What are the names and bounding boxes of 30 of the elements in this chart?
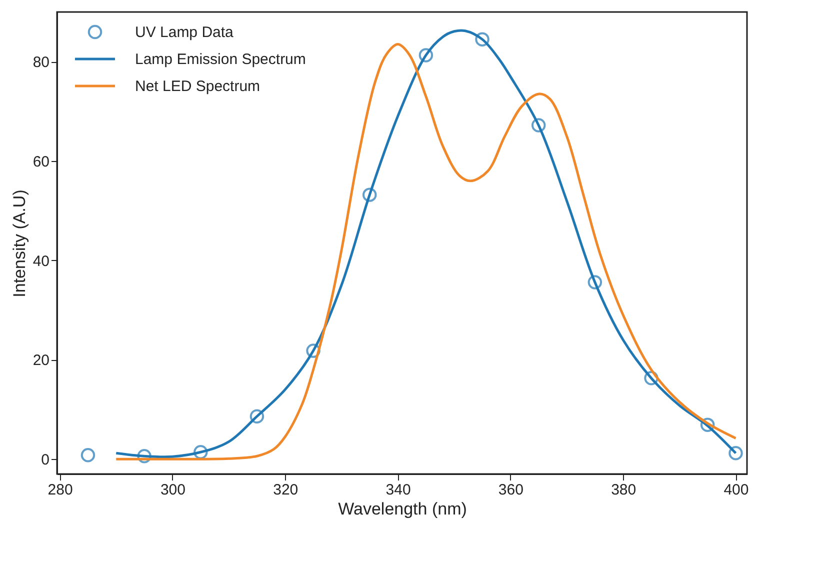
y-tick-label: 80 [32,54,50,72]
point [194,445,208,460]
y-axis-title: Intensity (A.U) [10,190,29,298]
point [80,448,96,462]
point [475,32,490,46]
point [728,446,743,460]
legend-label: Net LED Spectrum [135,78,260,95]
y-tick-label: 20 [32,352,50,370]
point [700,418,715,432]
legend-label: UV Lamp Data [135,24,234,41]
x-tick-label: 280 [48,482,73,498]
y-tick-label: 0 [41,452,50,469]
x-tick-label: 300 [160,482,186,498]
point [418,48,434,62]
x-tick-label: 360 [498,482,524,498]
point [644,371,658,386]
y-tick-label: 40 [32,252,50,270]
point [531,118,546,132]
point [250,409,264,424]
y-tick-label: 60 [32,154,50,171]
point [137,449,152,464]
x-tick-label: 320 [273,482,298,498]
legend-label: Lamp Emission Spectrum [135,51,306,68]
point [362,188,377,202]
x-tick-label: 400 [724,482,749,498]
point [306,344,320,358]
x-tick-label: 340 [386,482,411,498]
x-tick-label: 380 [611,482,636,498]
point [588,275,602,290]
x-axis-title: Wavelength (nm) [338,500,467,518]
